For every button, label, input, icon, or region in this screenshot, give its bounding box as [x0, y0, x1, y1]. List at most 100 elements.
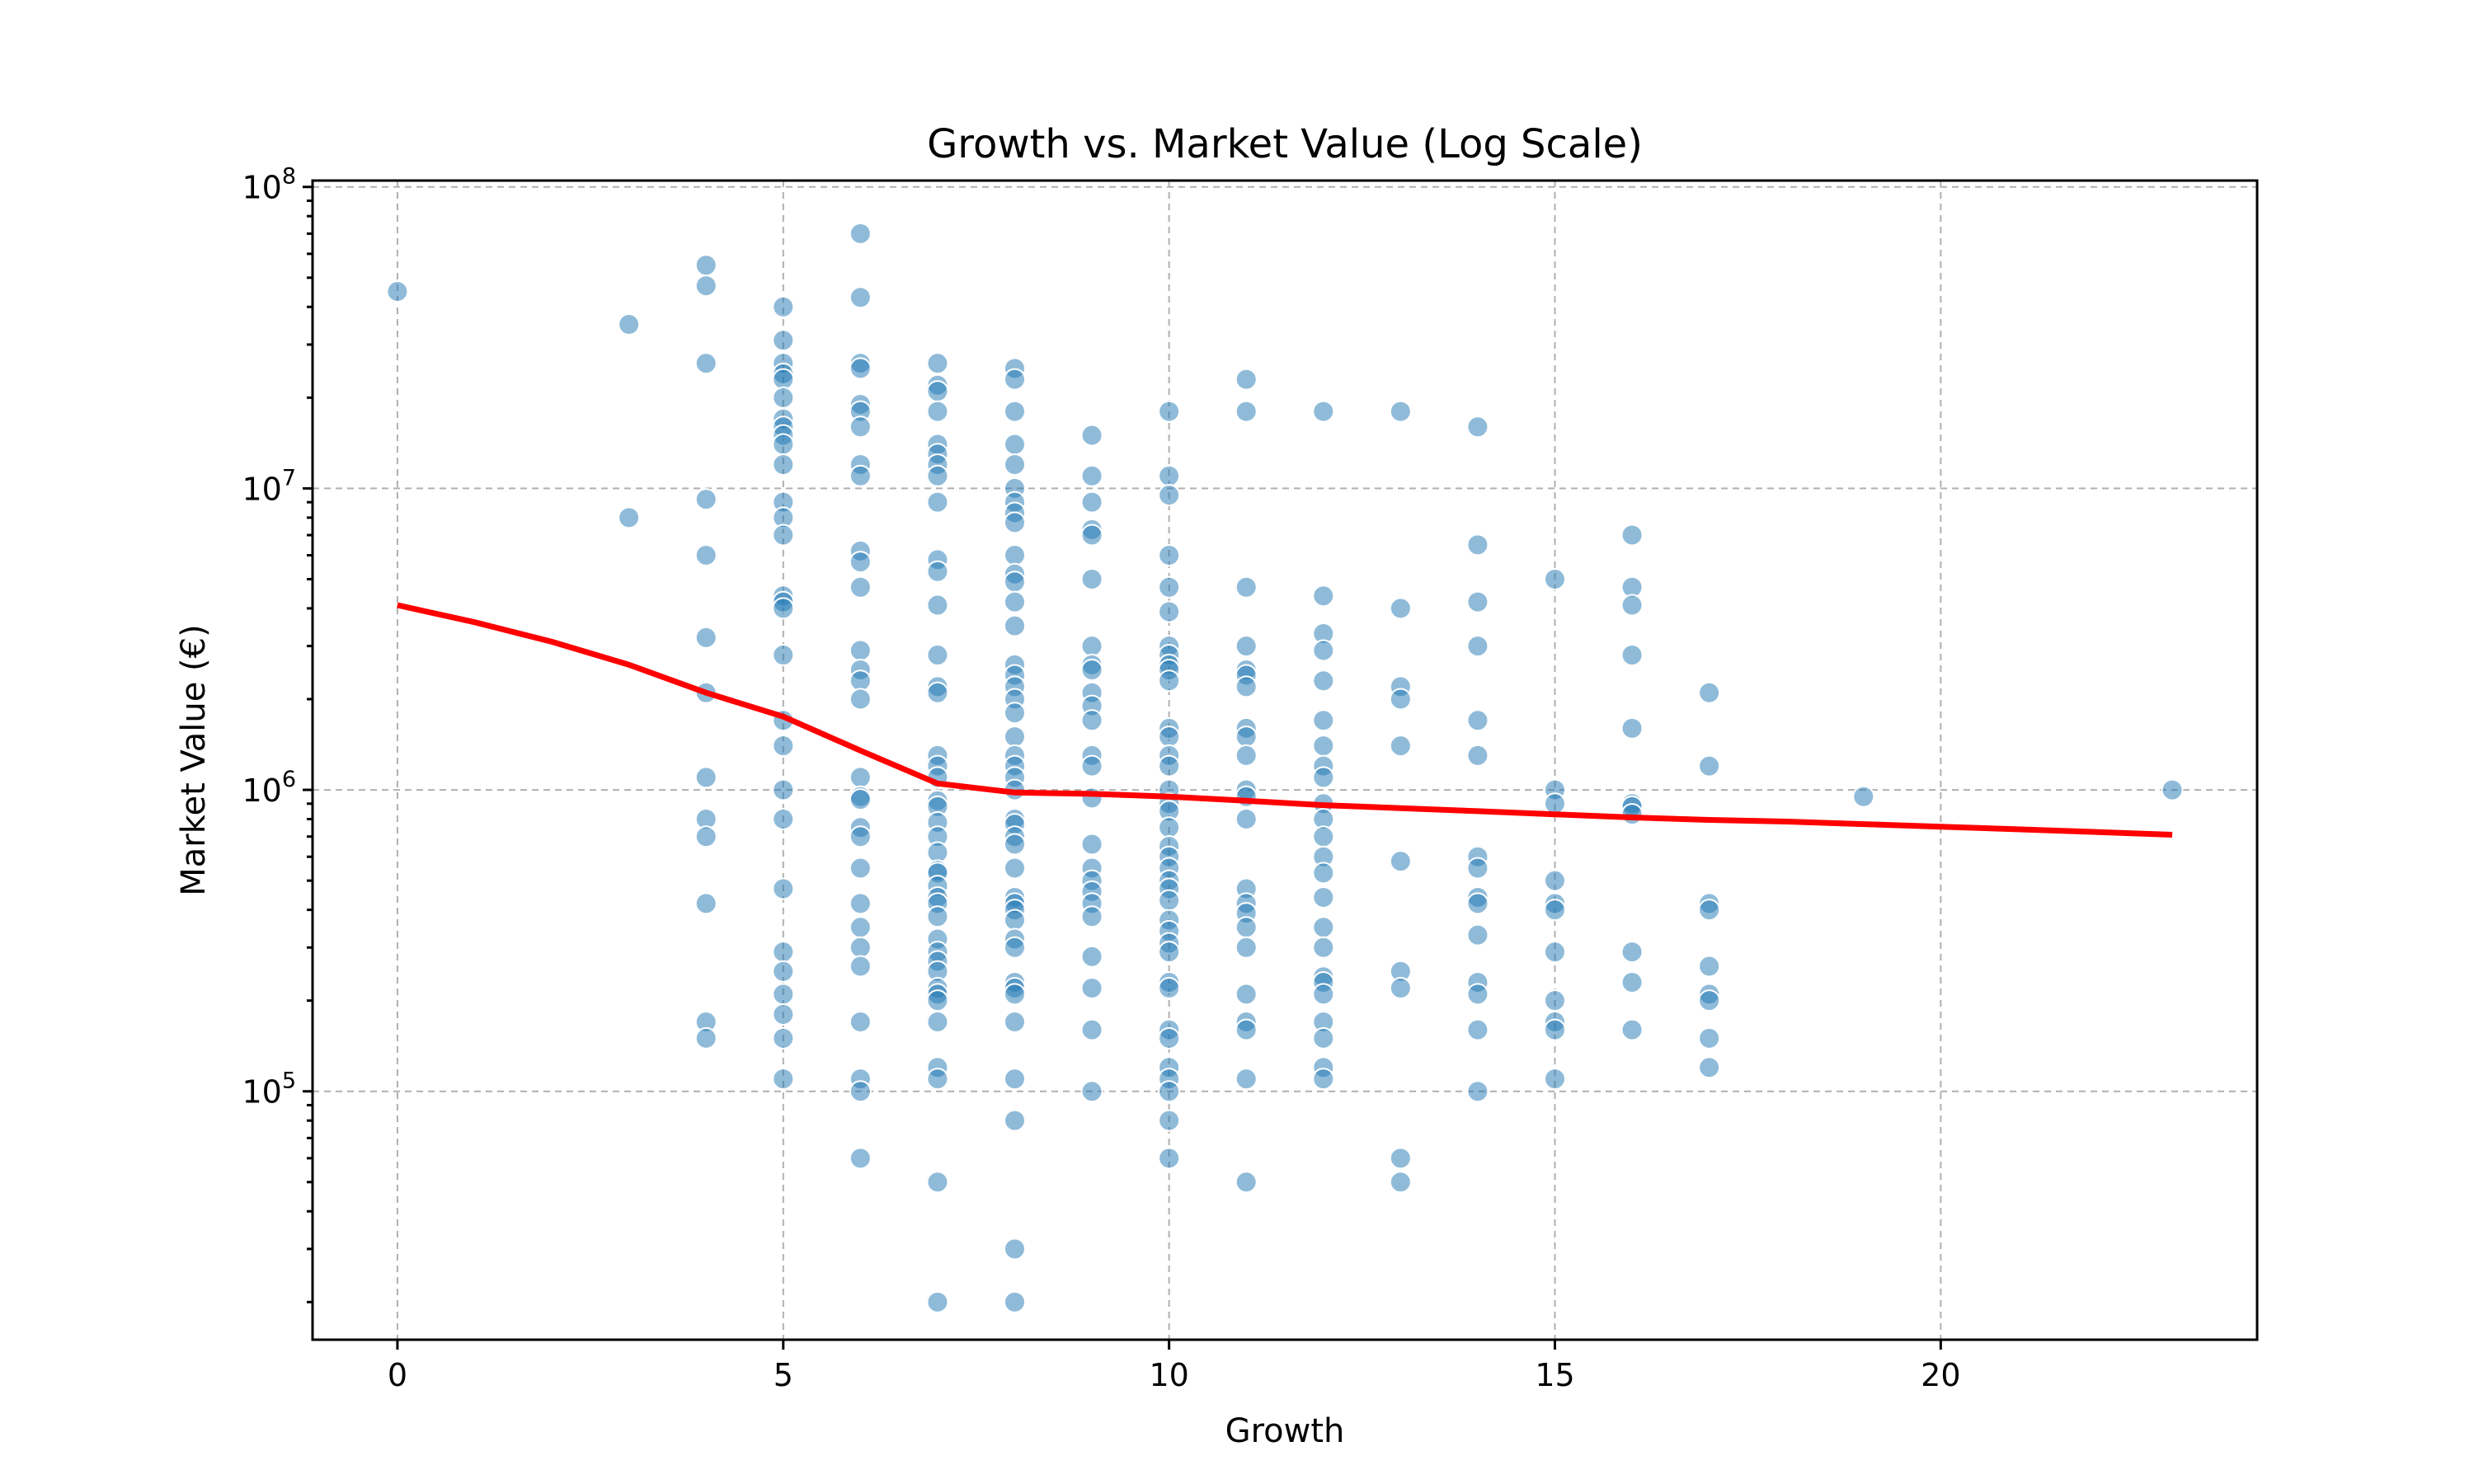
data-point: [1389, 850, 1412, 873]
data-point: [1004, 833, 1026, 856]
data-point: [694, 254, 717, 277]
data-point: [1235, 575, 1258, 599]
data-point: [1235, 916, 1258, 939]
data-point: [772, 597, 795, 620]
data-point: [849, 286, 872, 309]
data-point: [1080, 659, 1103, 682]
data-point: [1004, 453, 1026, 476]
data-point: [1312, 400, 1335, 423]
data-point: [1698, 754, 1721, 777]
data-point: [1312, 639, 1335, 662]
data-point: [1544, 792, 1566, 815]
data-point: [772, 735, 795, 758]
data-point: [1389, 597, 1412, 620]
data-point: [1620, 941, 1644, 964]
data-point: [1158, 726, 1181, 749]
data-point: [386, 280, 409, 303]
data-point: [1080, 905, 1103, 928]
data-point: [1158, 977, 1181, 1000]
data-point: [1080, 1018, 1103, 1041]
data-point: [849, 357, 872, 380]
data-point: [1158, 1109, 1181, 1132]
data-point: [849, 857, 872, 880]
data-point: [1158, 941, 1181, 964]
data-point: [772, 1068, 795, 1091]
data-point: [1004, 726, 1026, 749]
y-tick-label: 108: [242, 164, 296, 206]
data-point: [1620, 644, 1644, 667]
data-point: [1312, 735, 1335, 758]
data-point: [926, 989, 949, 1012]
data-point: [1312, 766, 1335, 789]
data-point: [926, 352, 949, 375]
data-point: [772, 960, 795, 983]
data-point: [1544, 1068, 1566, 1091]
data-point: [1158, 669, 1181, 693]
data-point: [1698, 1056, 1721, 1079]
plot-frame: [311, 179, 2259, 1341]
data-point: [1235, 808, 1258, 831]
data-point: [772, 983, 795, 1006]
data-point: [1004, 702, 1026, 725]
data-point: [1312, 983, 1335, 1006]
data-point: [1080, 567, 1103, 590]
data-point: [1312, 669, 1335, 693]
data-point: [1004, 571, 1026, 594]
data-point: [1158, 1147, 1181, 1170]
data-point: [1158, 754, 1181, 777]
data-point: [926, 1068, 949, 1091]
y-tick-label: 107: [242, 465, 296, 507]
data-point: [1004, 433, 1026, 456]
data-point: [1235, 1068, 1258, 1091]
data-point: [772, 877, 795, 900]
data-point: [849, 222, 872, 245]
data-point: [1466, 635, 1489, 658]
data-point: [1466, 923, 1489, 946]
data-point: [1698, 955, 1721, 978]
data-point: [1235, 983, 1258, 1006]
data-point: [1312, 1026, 1335, 1050]
data-point: [1312, 885, 1335, 909]
data-point: [694, 544, 717, 567]
x-tick-label: 5: [774, 1357, 793, 1393]
data-point: [1312, 862, 1335, 885]
data-point: [849, 464, 872, 487]
scatter-points: [386, 222, 2184, 1313]
data-point: [926, 400, 949, 423]
data-point: [1312, 825, 1335, 848]
data-point: [772, 329, 795, 352]
data-point: [926, 681, 949, 704]
trend-line: [397, 602, 2173, 838]
data-point: [1544, 941, 1566, 964]
data-point: [1312, 709, 1335, 732]
data-point: [1080, 491, 1103, 514]
data-point: [849, 1147, 872, 1170]
data-point: [1698, 1026, 1721, 1050]
data-point: [926, 1171, 949, 1194]
data-point: [2161, 778, 2184, 801]
data-point: [1080, 524, 1103, 547]
x-tick-label: 15: [1535, 1357, 1574, 1393]
data-point: [772, 808, 795, 831]
data-point: [1004, 1068, 1026, 1091]
data-point: [1466, 416, 1489, 439]
data-point: [694, 825, 717, 848]
data-point: [1389, 977, 1412, 1000]
data-point: [1004, 544, 1026, 567]
data-point: [1004, 936, 1026, 959]
data-point: [849, 788, 872, 811]
data-point: [772, 433, 795, 456]
data-point: [1004, 511, 1026, 534]
data-point: [772, 1026, 795, 1050]
data-point: [1544, 567, 1566, 590]
data-point: [1544, 989, 1566, 1012]
data-point: [694, 352, 717, 375]
data-point: [1158, 544, 1181, 567]
data-point: [1004, 857, 1026, 880]
data-point: [1544, 1018, 1566, 1041]
data-point: [1312, 1068, 1335, 1091]
data-point: [1158, 575, 1181, 599]
data-point: [694, 488, 717, 511]
